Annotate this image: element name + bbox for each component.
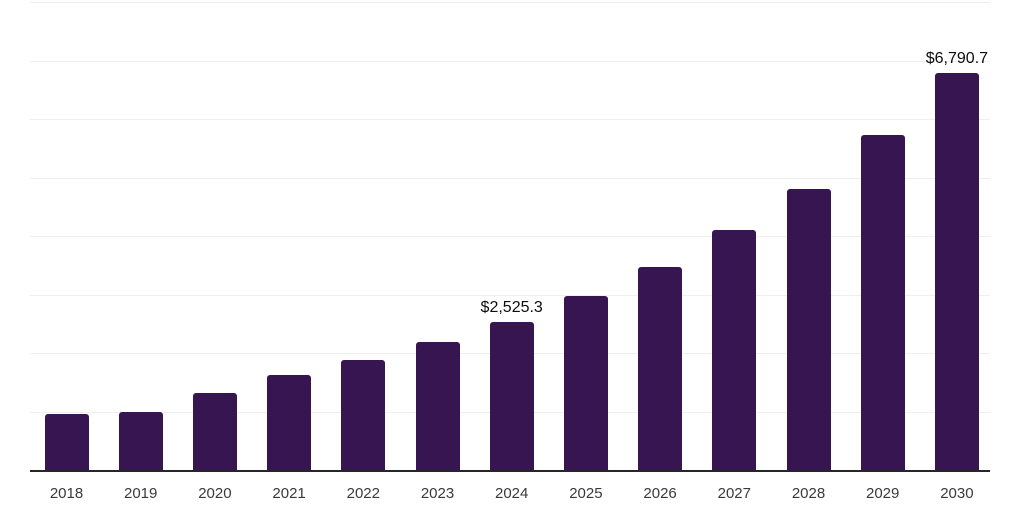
bar-2026 bbox=[638, 267, 683, 470]
bar-2028 bbox=[786, 188, 831, 470]
gridline bbox=[30, 236, 990, 237]
bar-2024 bbox=[489, 322, 534, 470]
gridline bbox=[30, 60, 990, 62]
x-tick-label: 2024 bbox=[495, 485, 529, 502]
bar-2018 bbox=[44, 414, 89, 470]
bar-2027 bbox=[712, 230, 757, 470]
x-axis-line bbox=[30, 470, 990, 472]
bar-2030 bbox=[934, 72, 979, 470]
x-tick-label: 2029 bbox=[866, 485, 900, 502]
x-tick-label: 2018 bbox=[49, 485, 84, 502]
x-tick-label: 2025 bbox=[569, 485, 603, 502]
x-tick-label: 2023 bbox=[420, 485, 455, 502]
bar-value-label: $6,790.7 bbox=[925, 49, 989, 67]
gridline bbox=[30, 177, 990, 179]
x-tick-label: 2021 bbox=[272, 485, 306, 502]
bar-value-label: $2,525.3 bbox=[480, 299, 543, 317]
x-tick-label: 2030 bbox=[940, 485, 974, 502]
bar-2025 bbox=[563, 295, 608, 470]
bar-2029 bbox=[860, 135, 905, 470]
gridline bbox=[30, 294, 990, 296]
gridline bbox=[30, 119, 990, 120]
bar-2019 bbox=[118, 411, 163, 470]
x-tick-label: 2026 bbox=[643, 485, 677, 502]
x-tick-label: 2022 bbox=[346, 485, 380, 502]
x-tick-label: 2028 bbox=[791, 485, 826, 502]
x-tick-label: 2020 bbox=[198, 485, 232, 502]
x-tick-label: 2027 bbox=[717, 485, 751, 502]
gridline bbox=[30, 2, 990, 3]
x-tick-label: 2019 bbox=[124, 485, 158, 502]
bar-2021 bbox=[267, 374, 312, 470]
bar-2023 bbox=[415, 341, 460, 470]
bar-2022 bbox=[341, 360, 386, 470]
bar-2020 bbox=[192, 392, 237, 470]
